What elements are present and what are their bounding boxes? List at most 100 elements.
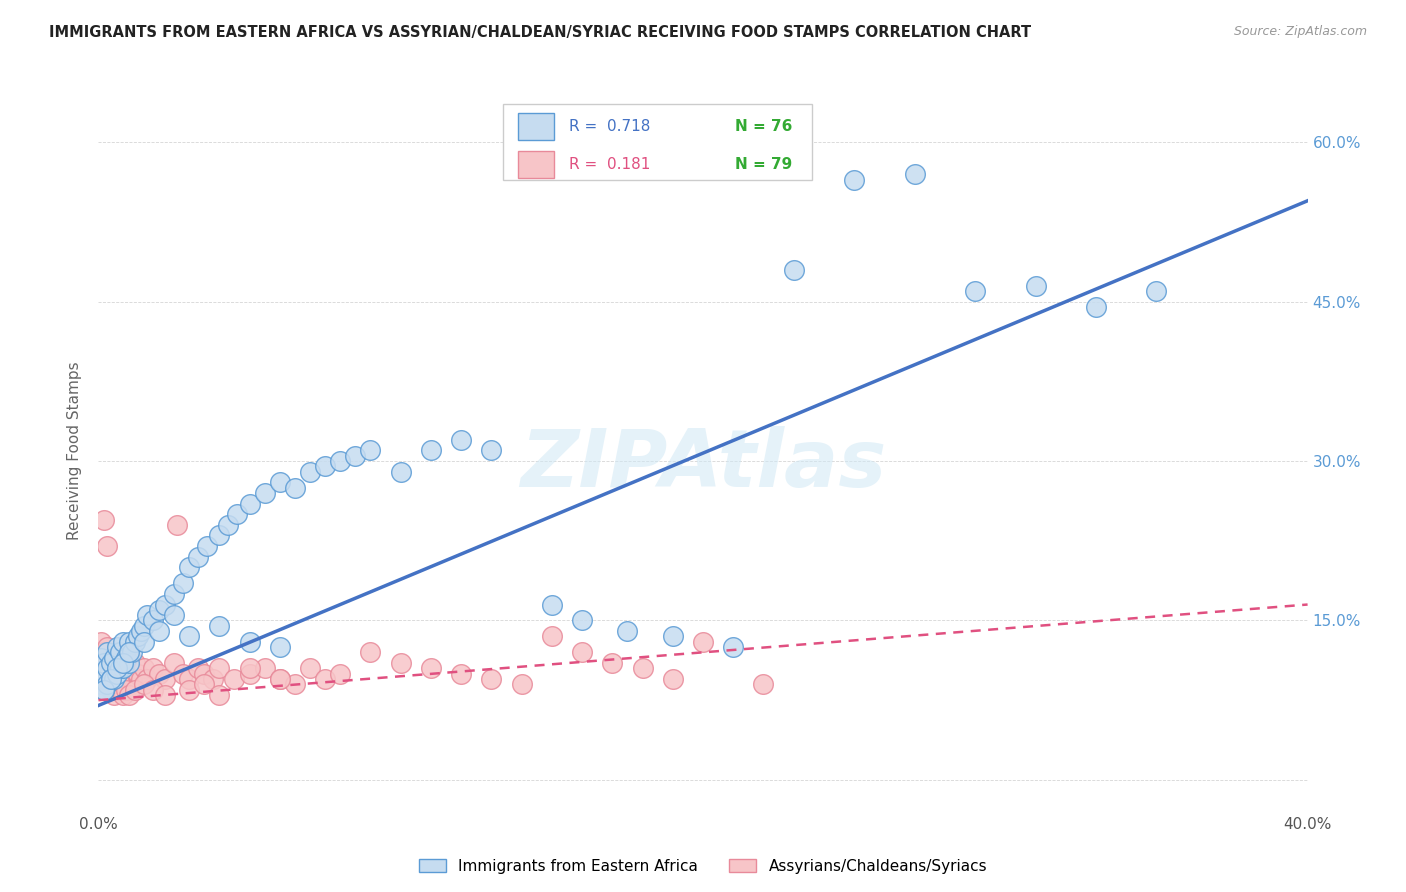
Point — [783, 263, 806, 277]
Point — [253, 661, 276, 675]
Point — [1024, 278, 1046, 293]
Text: R =  0.181: R = 0.181 — [569, 157, 650, 172]
Point — [90, 656, 112, 670]
Point — [153, 672, 176, 686]
Point — [111, 688, 134, 702]
Point — [329, 666, 352, 681]
Text: IMMIGRANTS FROM EASTERN AFRICA VS ASSYRIAN/CHALDEAN/SYRIAC RECEIVING FOOD STAMPS: IMMIGRANTS FROM EASTERN AFRICA VS ASSYRI… — [49, 25, 1032, 40]
Point — [148, 666, 170, 681]
Point — [100, 656, 122, 670]
Point — [132, 619, 155, 633]
Bar — [517, 151, 554, 178]
Point — [269, 672, 291, 686]
Point — [100, 682, 122, 697]
Point — [129, 672, 152, 686]
Point — [100, 666, 122, 681]
Point — [163, 656, 186, 670]
Point — [661, 672, 683, 686]
Point — [90, 672, 112, 686]
Point — [148, 624, 170, 639]
Point — [118, 645, 141, 659]
Point — [314, 672, 336, 686]
Point — [100, 672, 122, 686]
Text: R =  0.718: R = 0.718 — [569, 119, 650, 134]
Point — [314, 459, 336, 474]
Point — [129, 624, 152, 639]
Point — [93, 672, 115, 686]
Point — [124, 634, 146, 648]
Point — [253, 486, 276, 500]
Point — [111, 645, 134, 659]
Point — [103, 650, 125, 665]
Point — [93, 677, 115, 691]
Point — [100, 650, 122, 665]
Point — [148, 603, 170, 617]
Point — [93, 682, 115, 697]
Point — [179, 560, 201, 574]
Point — [124, 656, 146, 670]
Point — [284, 677, 307, 691]
Point — [121, 645, 143, 659]
Point — [93, 661, 115, 675]
Point — [108, 661, 131, 675]
Point — [904, 167, 927, 181]
Point — [105, 682, 128, 697]
Point — [389, 656, 412, 670]
Point — [111, 661, 134, 675]
Point — [93, 682, 115, 697]
Point — [269, 672, 291, 686]
Point — [239, 497, 262, 511]
Point — [90, 650, 112, 665]
Point — [239, 661, 262, 675]
Point — [208, 688, 231, 702]
Point — [360, 645, 382, 659]
Point — [96, 645, 118, 659]
Text: N = 76: N = 76 — [735, 119, 792, 134]
Point — [1144, 284, 1167, 298]
Point — [132, 677, 155, 691]
Point — [105, 666, 128, 681]
Point — [96, 672, 118, 686]
Point — [172, 576, 194, 591]
Point — [752, 677, 775, 691]
Point — [450, 666, 472, 681]
Point — [571, 614, 593, 628]
Point — [118, 656, 141, 670]
Point — [269, 640, 291, 654]
Point — [239, 634, 262, 648]
Point — [661, 629, 683, 643]
Point — [93, 645, 115, 659]
Point — [135, 672, 157, 686]
Point — [127, 629, 149, 643]
Point — [166, 517, 188, 532]
Text: Source: ZipAtlas.com: Source: ZipAtlas.com — [1233, 25, 1367, 38]
Point — [93, 512, 115, 526]
Point — [108, 650, 131, 665]
Point — [202, 672, 225, 686]
Point — [481, 443, 503, 458]
Point — [163, 608, 186, 623]
Point — [111, 634, 134, 648]
Point — [208, 528, 231, 542]
Point — [193, 666, 215, 681]
Point — [118, 634, 141, 648]
Point — [844, 172, 866, 186]
Point — [153, 598, 176, 612]
Point — [187, 661, 209, 675]
Point — [172, 666, 194, 681]
Point — [481, 672, 503, 686]
Point — [195, 539, 218, 553]
Point — [389, 465, 412, 479]
Point — [284, 481, 307, 495]
Point — [108, 677, 131, 691]
Point — [540, 598, 562, 612]
Point — [114, 682, 136, 697]
Point — [142, 614, 165, 628]
Point — [118, 645, 141, 659]
Point — [344, 449, 367, 463]
Point — [723, 640, 745, 654]
Point — [616, 624, 638, 639]
Point — [105, 640, 128, 654]
Text: ZIPAtlas: ZIPAtlas — [520, 425, 886, 504]
Point — [105, 661, 128, 675]
